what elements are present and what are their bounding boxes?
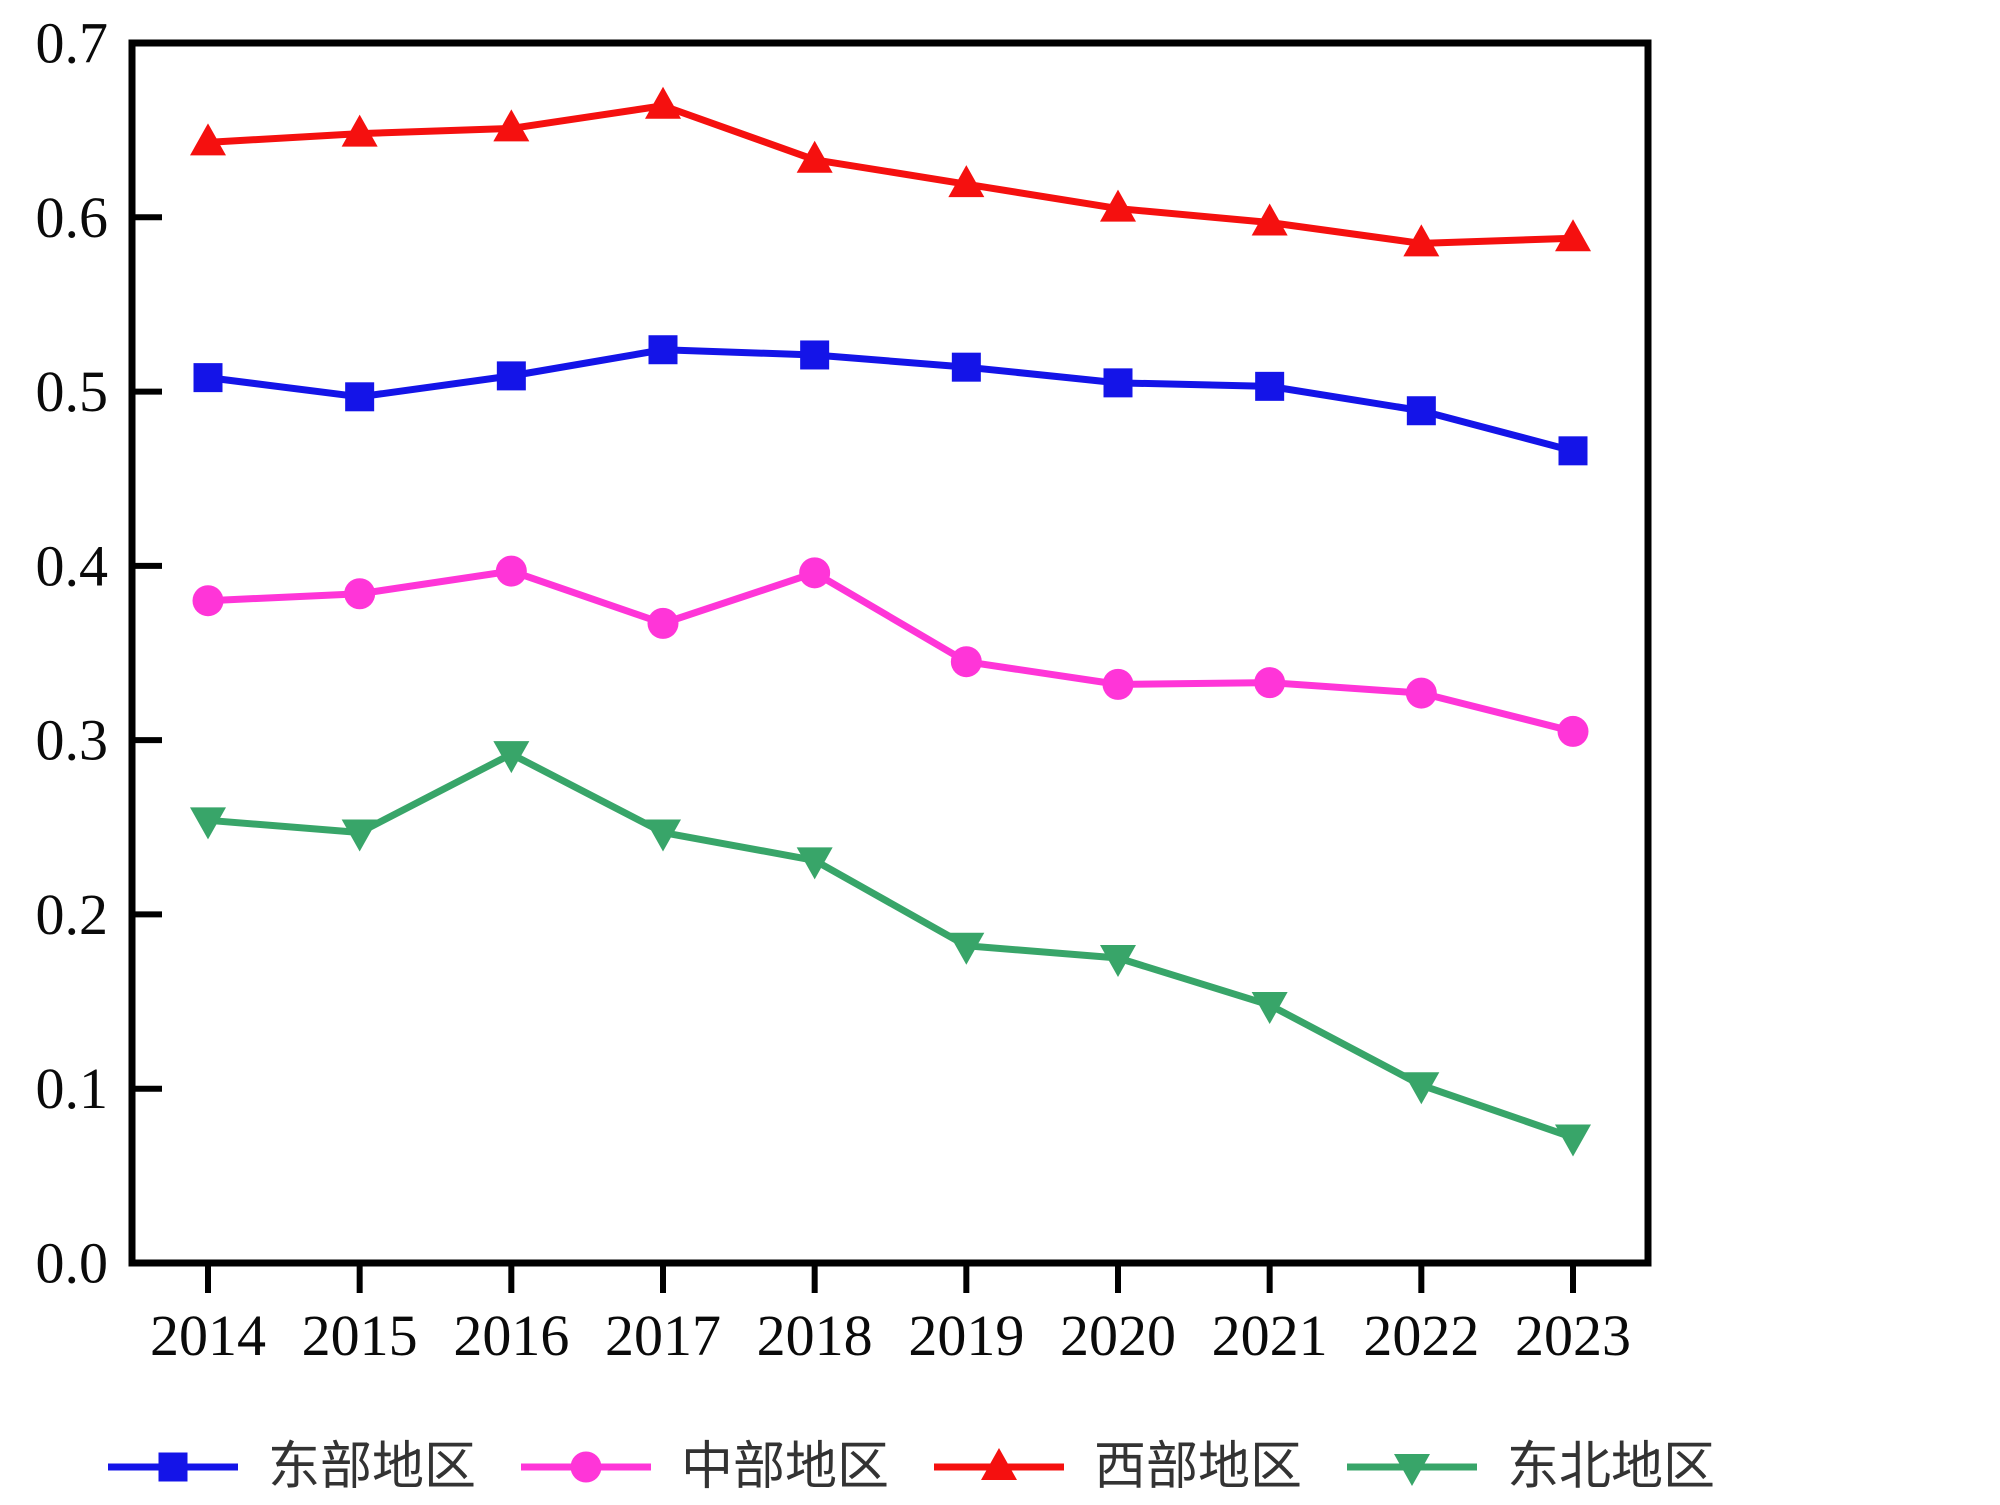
data-point-eastern-2022 [1406,396,1436,426]
data-point-western-2016 [493,109,530,142]
data-point-central-2023 [1557,715,1589,747]
data-point-eastern-2016 [496,361,526,391]
data-point-western-2021 [1251,203,1288,236]
data-point-northeast-2017 [645,819,681,852]
data-point-western-2018 [796,140,833,173]
x-tick-label-2019: 2019 [908,1303,1024,1368]
data-point-eastern-2020 [1103,368,1133,398]
data-point-eastern-2014 [193,363,223,393]
legend-label-eastern: 东部地区 [268,1437,476,1497]
x-tick-label-2014: 2014 [150,1303,266,1368]
y-tick-label-0.4: 0.4 [36,533,109,598]
data-point-western-2019 [948,165,985,198]
data-point-central-2020 [1102,668,1134,700]
x-tick-label-2015: 2015 [302,1303,418,1368]
legend-marker-western [981,1448,1017,1480]
data-point-eastern-2021 [1255,371,1285,401]
data-point-central-2014 [192,585,224,617]
x-tick-label-2020: 2020 [1060,1303,1176,1368]
legend-item-northeast: 东北地区 [1347,1437,1715,1497]
data-point-western-2017 [645,86,681,119]
y-tick-label-0.1: 0.1 [36,1056,109,1121]
legend-marker-central [570,1451,602,1483]
y-tick-label-0.5: 0.5 [36,359,109,424]
data-point-central-2019 [950,646,982,678]
data-point-northeast-2014 [190,807,226,840]
data-point-western-2020 [1100,189,1136,222]
y-tick-label-0.7: 0.7 [36,11,109,76]
plot-frame [128,39,1652,1267]
data-point-eastern-2018 [800,340,830,370]
x-tick-label-2023: 2023 [1515,1303,1631,1368]
data-point-eastern-2023 [1558,436,1588,466]
series-line-central [207,567,1574,735]
legend-marker-northeast [1394,1454,1430,1486]
legend-item-western: 西部地区 [934,1437,1302,1497]
data-point-eastern-2017 [648,335,678,365]
series-line-western [207,102,1574,247]
data-point-northeast-2022 [1403,1072,1440,1105]
y-tick-label-0.2: 0.2 [36,882,109,947]
y-tick-label-0.3: 0.3 [36,708,109,773]
y-tick-label-0.0: 0.0 [36,1231,109,1296]
data-point-northeast-2015 [341,819,378,852]
x-tick-label-2017: 2017 [605,1303,721,1368]
legend-item-eastern: 东部地区 [108,1437,476,1497]
data-point-central-2021 [1254,667,1286,699]
data-point-central-2016 [495,555,527,587]
data-point-western-2023 [1555,219,1591,252]
data-point-central-2017 [647,607,679,639]
data-point-northeast-2018 [796,847,833,880]
y-tick-label-0.6: 0.6 [36,185,109,250]
legend-label-western: 西部地区 [1094,1437,1302,1497]
data-point-western-2022 [1403,224,1440,257]
data-point-northeast-2016 [493,741,530,774]
data-point-northeast-2019 [948,932,985,965]
data-point-northeast-2023 [1555,1124,1591,1157]
series-line-northeast [207,750,1575,1141]
x-tick-label-2022: 2022 [1363,1303,1479,1368]
data-point-northeast-2021 [1251,992,1288,1025]
data-point-northeast-2020 [1100,945,1136,977]
data-point-central-2022 [1405,677,1437,709]
x-tick-label-2018: 2018 [757,1303,873,1368]
data-point-central-2018 [799,557,831,589]
data-point-western-2014 [190,123,226,156]
legend-label-central: 中部地区 [681,1437,889,1497]
legend-marker-eastern [158,1452,188,1482]
data-point-central-2015 [344,578,376,610]
legend-item-central: 中部地区 [521,1437,889,1497]
legend-label-northeast: 东北地区 [1507,1437,1715,1497]
x-tick-label-2016: 2016 [453,1303,569,1368]
series-line-eastern [207,346,1574,455]
data-point-eastern-2019 [951,352,981,382]
data-point-eastern-2015 [345,382,375,412]
x-tick-label-2021: 2021 [1212,1303,1328,1368]
data-point-western-2015 [341,114,378,147]
